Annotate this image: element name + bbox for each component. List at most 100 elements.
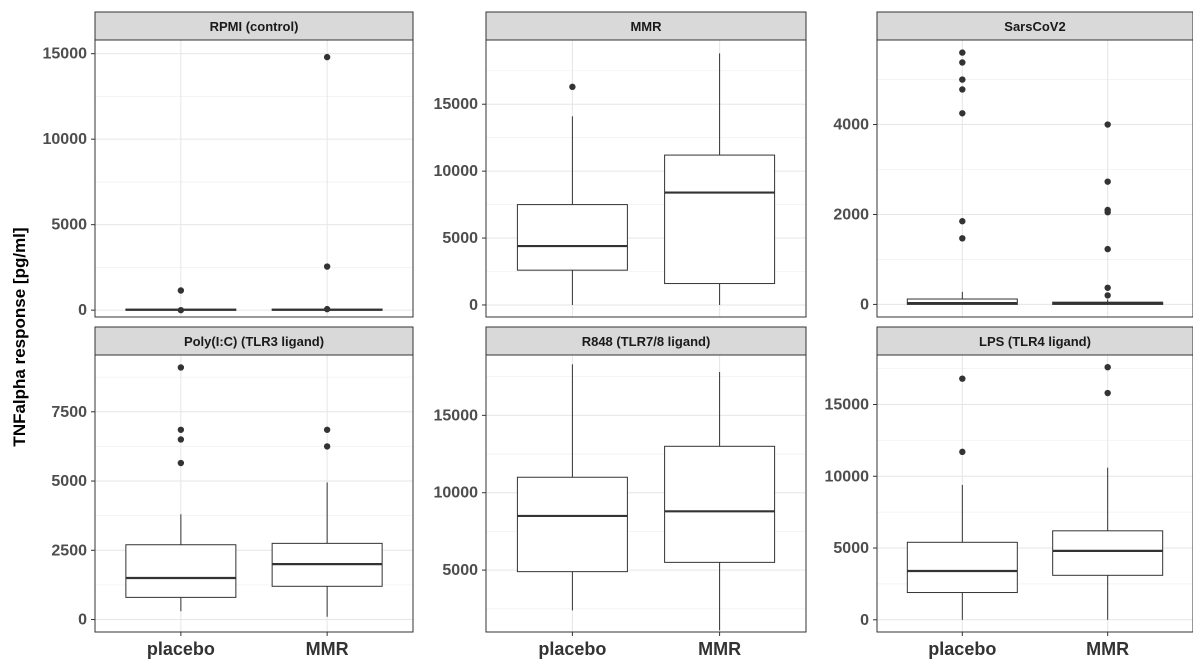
outlier-point bbox=[323, 443, 331, 450]
x-category-label: placebo bbox=[928, 639, 996, 659]
interquartile-box bbox=[664, 445, 776, 563]
x-category-label: placebo bbox=[147, 639, 215, 659]
outlier-point bbox=[1104, 121, 1111, 128]
box-placebo bbox=[906, 375, 1018, 620]
y-tick-label: 5000 bbox=[442, 230, 478, 247]
box-placebo bbox=[516, 83, 628, 305]
y-tick-label: 2000 bbox=[833, 206, 869, 223]
facet-title: MMR bbox=[630, 19, 662, 34]
interquartile-box bbox=[906, 298, 1018, 305]
box-placebo bbox=[125, 364, 237, 612]
outlier-point bbox=[323, 426, 331, 433]
box-MMR bbox=[664, 372, 776, 631]
facet-title: Poly(I:C) (TLR3 ligand) bbox=[184, 334, 324, 349]
x-category-label: MMR bbox=[306, 639, 349, 659]
y-tick-label: 5000 bbox=[442, 562, 478, 579]
box-placebo bbox=[516, 364, 628, 611]
y-tick-label: 0 bbox=[860, 296, 869, 313]
y-tick-label: 0 bbox=[78, 612, 87, 629]
y-tick-label: 10000 bbox=[434, 163, 479, 180]
outlier-point bbox=[323, 305, 331, 313]
facet-panel: 0 5000 10000 15000 LPS (TLR4 ligand) placebo M… bbox=[825, 326, 1193, 659]
box-MMR bbox=[271, 53, 383, 313]
outlier-point bbox=[959, 448, 966, 456]
outlier-point bbox=[1104, 363, 1111, 371]
outlier-point bbox=[1104, 209, 1111, 216]
y-tick-label: 7500 bbox=[51, 404, 87, 421]
facet-strip bbox=[485, 326, 807, 356]
outlier-point bbox=[959, 218, 966, 225]
facet-panels: 0 5000 10000 15000 RPMI (control) 0 5000 10000 1… bbox=[43, 11, 1193, 659]
facet-title: SarsCoV2 bbox=[1004, 19, 1065, 34]
outlier-point bbox=[1104, 389, 1111, 397]
outlier-point bbox=[569, 83, 576, 91]
outlier-point bbox=[177, 426, 185, 433]
box-MMR bbox=[1052, 121, 1164, 305]
outlier-point bbox=[323, 53, 331, 61]
facet-title: RPMI (control) bbox=[210, 19, 299, 34]
y-tick-label: 2500 bbox=[51, 542, 87, 559]
y-tick-label: 5000 bbox=[51, 217, 87, 234]
box-placebo bbox=[125, 287, 237, 314]
outlier-point bbox=[959, 86, 966, 93]
box-MMR bbox=[1052, 363, 1164, 620]
outlier-point bbox=[1104, 245, 1111, 253]
outlier-point bbox=[959, 375, 966, 382]
y-tick-label: 0 bbox=[469, 297, 478, 314]
outlier-point bbox=[177, 306, 185, 314]
interquartile-box bbox=[906, 541, 1018, 594]
facet-panel: 5000 10000 15000 R848 (TLR7/8 ligand) placeb… bbox=[434, 326, 807, 659]
outlier-point bbox=[1104, 292, 1111, 299]
outlier-point bbox=[1104, 284, 1111, 291]
facet-strip bbox=[485, 11, 807, 41]
y-axis-title: TNFalpha response [pg/ml] bbox=[10, 227, 29, 446]
outlier-point bbox=[323, 263, 331, 270]
interquartile-box bbox=[1052, 530, 1164, 576]
facet-panel: 0 5000 10000 15000 MMR bbox=[434, 11, 807, 318]
y-tick-label: 15000 bbox=[43, 46, 88, 63]
interquartile-box bbox=[125, 544, 237, 598]
outlier-point bbox=[1104, 178, 1111, 185]
y-tick-label: 15000 bbox=[434, 407, 479, 424]
interquartile-box bbox=[664, 154, 776, 285]
facet-strip bbox=[94, 11, 414, 41]
facet-panel: 0 5000 10000 15000 RPMI (control) bbox=[43, 11, 414, 319]
outlier-point bbox=[177, 459, 185, 467]
outlier-point bbox=[959, 59, 966, 66]
outlier-point bbox=[959, 76, 966, 83]
outlier-point bbox=[959, 235, 966, 242]
y-tick-label: 15000 bbox=[825, 397, 870, 414]
box-MMR bbox=[271, 426, 383, 617]
x-category-label: MMR bbox=[698, 639, 741, 659]
facet-panel: 0 2000 4000 SarsCoV2 bbox=[833, 11, 1193, 318]
outlier-point bbox=[177, 436, 185, 443]
y-tick-label: 5000 bbox=[833, 540, 869, 557]
y-tick-label: 10000 bbox=[434, 485, 479, 502]
outlier-point bbox=[177, 364, 185, 371]
interquartile-box bbox=[516, 476, 628, 573]
facet-strip bbox=[94, 326, 414, 356]
box-placebo bbox=[906, 49, 1018, 305]
interquartile-box bbox=[516, 204, 628, 271]
box-MMR bbox=[664, 53, 776, 305]
outlier-point bbox=[959, 110, 966, 117]
outlier-point bbox=[177, 287, 185, 294]
x-category-label: placebo bbox=[538, 639, 606, 659]
y-tick-label: 0 bbox=[860, 612, 869, 629]
y-tick-label: 0 bbox=[78, 302, 87, 319]
y-tick-label: 10000 bbox=[825, 468, 870, 485]
facet-strip bbox=[876, 11, 1193, 41]
outlier-point bbox=[959, 49, 966, 56]
facet-strip bbox=[876, 326, 1193, 356]
facet-title: R848 (TLR7/8 ligand) bbox=[582, 334, 711, 349]
panel-border bbox=[876, 39, 1193, 318]
y-tick-label: 15000 bbox=[434, 96, 479, 113]
panel-border bbox=[94, 39, 414, 318]
y-tick-label: 5000 bbox=[51, 473, 87, 490]
facet-panel: 0 2500 5000 7500 Poly(I:C) (TLR3 ligand) plac… bbox=[51, 326, 414, 659]
x-category-label: MMR bbox=[1086, 639, 1129, 659]
y-tick-label: 10000 bbox=[43, 131, 88, 148]
y-tick-label: 4000 bbox=[833, 117, 869, 134]
facet-title: LPS (TLR4 ligand) bbox=[979, 334, 1091, 349]
